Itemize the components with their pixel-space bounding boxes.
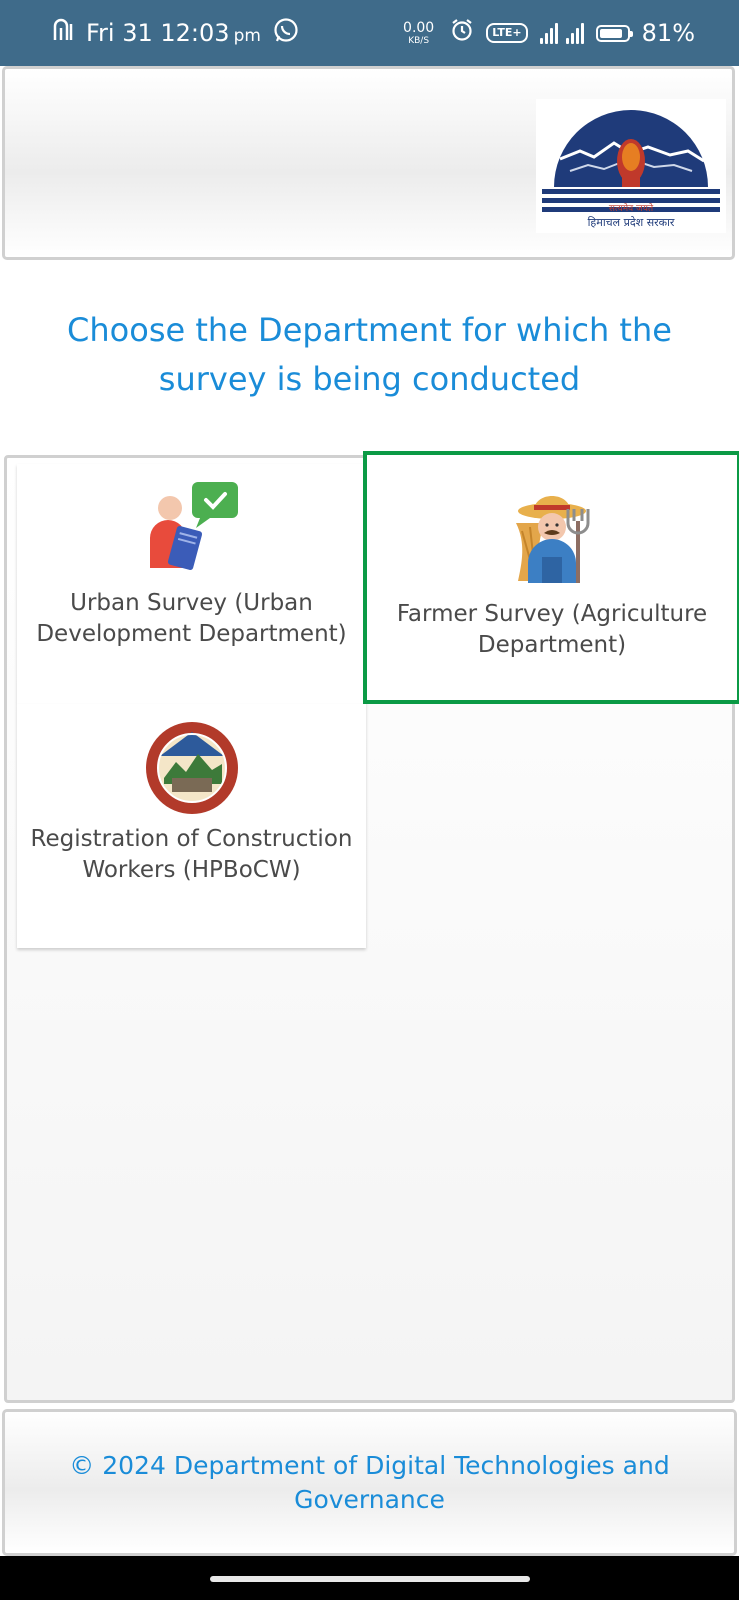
battery-level: 81% (641, 19, 695, 47)
navigation-bar (0, 1556, 739, 1600)
signal-icon (539, 22, 584, 44)
department-grid: Urban Survey (Urban Development Departme… (4, 451, 739, 1403)
lte-badge: LTE+ (486, 23, 528, 43)
department-card-urban-survey[interactable]: Urban Survey (Urban Development Departme… (17, 464, 366, 704)
department-label: Urban Survey (Urban Development Departme… (36, 590, 347, 647)
department-label: Registration of Construction Workers (HP… (30, 826, 353, 883)
app-footer: © 2024 Department of Digital Technologie… (2, 1409, 737, 1556)
hpbocw-emblem-icon (142, 716, 242, 816)
department-card-farmer-survey[interactable]: Farmer Survey (Agriculture Department) (363, 451, 739, 704)
status-left: Fri 31 12:03 pm (52, 17, 299, 49)
hp-government-logo: सत्यमेव जयते हिमाचल प्रदेश सरकार (536, 99, 726, 233)
survey-person-icon (142, 478, 242, 574)
alarm-icon (450, 18, 474, 48)
logo-motto: सत्यमेव जयते (609, 202, 654, 214)
status-bar: Fri 31 12:03 pm 0.00 KB/S LTE+ 81% (0, 0, 739, 66)
battery-icon (595, 24, 633, 42)
status-time: Fri 31 12:03 pm (86, 19, 261, 47)
app-header: सत्यमेव जयते हिमाचल प्रदेश सरकार (2, 66, 735, 260)
nfc-icon (52, 18, 74, 48)
farmer-icon (502, 483, 602, 583)
home-gesture-handle[interactable] (210, 1576, 530, 1582)
department-label: Farmer Survey (Agriculture Department) (396, 601, 708, 658)
logo-caption: हिमाचल प्रदेश सरकार (588, 216, 675, 229)
department-card-hpbocw[interactable]: Registration of Construction Workers (HP… (17, 704, 366, 948)
copyright-text: © 2024 Department of Digital Technologie… (69, 1450, 670, 1514)
page-title: Choose the Department for which the surv… (67, 311, 672, 398)
status-right: 0.00 KB/S LTE+ 81% (403, 18, 695, 48)
net-speed: 0.00 KB/S (403, 19, 435, 46)
whatsapp-icon (273, 17, 299, 49)
